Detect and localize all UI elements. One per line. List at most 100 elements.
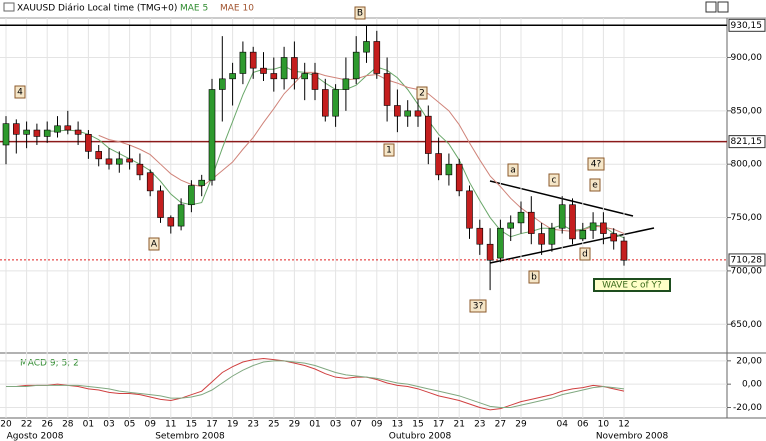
- x-tick-label: 15: [412, 420, 423, 430]
- candle-body: [167, 217, 175, 227]
- candle-body: [517, 211, 525, 224]
- legend-mae10: MAE 10: [220, 4, 254, 14]
- candle-body: [54, 125, 61, 133]
- candle-body: [95, 151, 102, 160]
- x-group-label: Novembro 2008: [596, 432, 669, 441]
- candle-body: [610, 233, 618, 242]
- annotation: c: [552, 176, 557, 186]
- x-tick-label: 21: [453, 420, 464, 430]
- candle-body: [435, 153, 442, 176]
- window-button[interactable]: [705, 1, 717, 13]
- candle-body: [394, 105, 401, 117]
- x-tick-label: 26: [41, 420, 53, 430]
- annotation: d: [582, 250, 588, 260]
- series-line: [6, 360, 625, 408]
- x-tick-label: 15: [186, 420, 197, 430]
- candle-body: [342, 78, 350, 90]
- level-label: 930,15: [731, 21, 763, 31]
- x-tick-label: 09: [144, 420, 156, 430]
- annotation-box: [528, 270, 540, 284]
- annotation-box: [507, 163, 519, 177]
- annotation-box: [589, 178, 601, 192]
- candle-body: [198, 179, 205, 186]
- annotation-box: [416, 86, 428, 100]
- level-label-box: [728, 135, 766, 149]
- candle-body: [486, 243, 494, 261]
- candle-body: [497, 227, 504, 259]
- candle-body: [188, 185, 195, 206]
- level-label: 710,28: [731, 255, 763, 265]
- candle-body: [620, 240, 628, 261]
- candle-body: [476, 227, 484, 245]
- candle-body: [332, 89, 339, 117]
- candle-body: [2, 123, 10, 146]
- y-tick-label: 20,00: [736, 356, 762, 366]
- x-tick-label: 23: [247, 420, 258, 430]
- candle-body: [579, 230, 587, 240]
- level-label-box: [728, 18, 766, 32]
- x-tick-label: 23: [474, 420, 485, 430]
- candle-body: [445, 163, 453, 176]
- candle-body: [291, 57, 298, 80]
- x-group-label: Agosto 2008: [7, 432, 64, 441]
- annotation-box: [14, 85, 26, 99]
- annotation-box: [354, 6, 366, 20]
- candle-body: [538, 233, 545, 245]
- annotation: 2: [419, 89, 425, 99]
- annotation-box: [383, 143, 395, 157]
- x-tick-label: 03: [103, 420, 114, 430]
- candle-body: [558, 204, 566, 229]
- candle-body: [270, 73, 278, 80]
- y-tick-label: 850,00: [731, 106, 763, 116]
- candle-body: [301, 73, 309, 80]
- y-tick-label: 900,00: [731, 53, 763, 63]
- candle-body: [311, 73, 319, 90]
- annotation-box: [469, 299, 487, 313]
- annotation: A: [151, 240, 158, 250]
- y-tick-label: -20,00: [733, 403, 762, 413]
- y-tick-label: 750,00: [731, 213, 763, 223]
- candle-body: [383, 73, 391, 106]
- x-tick-label: 22: [21, 420, 32, 430]
- x-tick-label: 01: [83, 420, 94, 430]
- annotation: a: [510, 166, 516, 176]
- candle-body: [126, 158, 133, 163]
- level-label-box: [728, 253, 766, 267]
- candle-body: [280, 57, 288, 80]
- x-group-label: Setembro 2008: [155, 432, 225, 441]
- level-label: 821,15: [731, 137, 763, 147]
- window-button[interactable]: [717, 1, 729, 13]
- candle-body: [466, 190, 473, 229]
- x-tick-label: 17: [206, 420, 217, 430]
- series-line: [98, 71, 625, 235]
- candle-body: [527, 211, 535, 234]
- candle-body: [548, 227, 556, 245]
- annotation: 1: [386, 146, 392, 156]
- candle-body: [177, 204, 185, 227]
- annotation-box: [548, 173, 560, 187]
- candle-body: [373, 41, 381, 74]
- x-tick-label: 05: [124, 420, 135, 430]
- annotation: 4: [17, 88, 23, 98]
- y-tick-label: 700,00: [731, 266, 763, 276]
- annotation-box: [579, 247, 591, 261]
- candle-body: [64, 125, 72, 131]
- candle-body: [43, 129, 51, 137]
- candle-body: [249, 51, 257, 69]
- trendline: [489, 227, 655, 264]
- x-tick-label: 12: [618, 420, 629, 430]
- candle-body: [260, 67, 267, 74]
- candle-body: [404, 110, 412, 117]
- annotation-box: [593, 278, 671, 292]
- candle-body: [136, 163, 144, 176]
- candle-body: [424, 115, 432, 154]
- candle-body: [414, 110, 422, 117]
- x-group-label: Outubro 2008: [389, 432, 452, 441]
- candle-body: [363, 41, 370, 53]
- x-tick-label: 06: [577, 420, 589, 430]
- x-tick-label: 27: [495, 420, 506, 430]
- annotation: 4?: [591, 160, 602, 170]
- annotation: b: [531, 273, 537, 283]
